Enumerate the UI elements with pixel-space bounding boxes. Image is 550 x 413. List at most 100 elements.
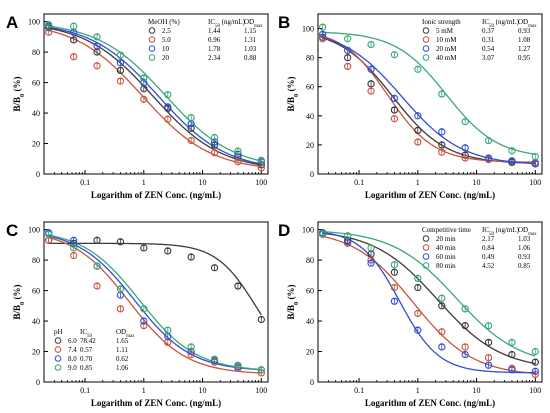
legend-ic50-value: 78.42 bbox=[80, 337, 96, 345]
y-axis-label: B/B0 (%) bbox=[286, 285, 300, 320]
data-point bbox=[164, 91, 172, 99]
fit-curve-1 bbox=[322, 235, 536, 375]
legend-odmax-value: 0.88 bbox=[244, 54, 257, 62]
legend-marker bbox=[54, 346, 62, 353]
y-tick-label: 40 bbox=[306, 317, 314, 326]
legend-series-label: 9.0 bbox=[68, 364, 77, 372]
data-point bbox=[344, 46, 352, 55]
legend-odmax-value: 1.03 bbox=[518, 235, 531, 243]
legend-ic50-value: 0.37 bbox=[482, 27, 495, 35]
data-point bbox=[93, 33, 101, 41]
plot-frame bbox=[43, 221, 269, 383]
y-tick-label: 20 bbox=[306, 141, 314, 150]
legend-ic50-value: 0.96 bbox=[208, 36, 221, 44]
data-point bbox=[461, 321, 469, 330]
legend-series-label: 40 min bbox=[436, 244, 456, 252]
data-point bbox=[461, 154, 469, 162]
plot-frame bbox=[317, 13, 543, 175]
data-point bbox=[367, 40, 375, 49]
data-point bbox=[140, 95, 148, 103]
data-point bbox=[367, 65, 375, 73]
data-point bbox=[484, 321, 493, 330]
data-point bbox=[70, 251, 78, 260]
fit-curve-3 bbox=[48, 234, 262, 371]
legend-series-label: 80 min bbox=[436, 262, 456, 270]
legend-odmax-value: 1.11 bbox=[116, 346, 128, 354]
legend-odmax-value: 0.95 bbox=[518, 54, 531, 62]
legend-marker bbox=[422, 27, 430, 34]
data-point bbox=[140, 244, 148, 252]
fit-curve-2 bbox=[48, 26, 262, 165]
data-point bbox=[116, 305, 125, 313]
legend-marker bbox=[148, 27, 156, 34]
x-tick-label: 0.1 bbox=[80, 178, 90, 187]
panel-c: C 0 20 40 60 80 100 0.1 1 10 100 Logarithm of ZEN C… bbox=[6, 221, 269, 408]
data-point bbox=[438, 294, 446, 302]
data-point bbox=[531, 367, 539, 375]
legend-series-label: 40 mM bbox=[436, 54, 457, 62]
data-point bbox=[461, 350, 469, 359]
plot-frame bbox=[317, 221, 543, 383]
y-tick-label: 100 bbox=[28, 18, 40, 27]
data-point bbox=[319, 23, 327, 31]
legend-header: ODmax bbox=[116, 328, 135, 339]
data-point bbox=[234, 361, 242, 369]
data-point bbox=[414, 274, 422, 283]
legend-odmax-value: 0.93 bbox=[518, 253, 531, 261]
data-point bbox=[438, 90, 446, 98]
y-tick-label: 80 bbox=[32, 48, 40, 57]
data-point bbox=[187, 253, 195, 261]
x-tick-label: 10 bbox=[473, 178, 481, 187]
legend-series-label: 20 mM bbox=[436, 45, 457, 53]
x-tick-label: 1 bbox=[142, 178, 146, 187]
data-point bbox=[438, 328, 446, 336]
panel-a: A 0 20 40 60 80 100 0.1 1 10 100 Logarithm of ZEN C… bbox=[6, 13, 269, 200]
data-point bbox=[438, 302, 446, 310]
legend-marker bbox=[422, 262, 430, 269]
legend-ic50-value: 2.17 bbox=[482, 235, 495, 243]
y-axis-label: B/B0 (%) bbox=[286, 77, 300, 112]
data-point bbox=[187, 113, 195, 122]
data-point bbox=[531, 358, 539, 366]
data-point bbox=[187, 136, 195, 145]
data-point bbox=[508, 338, 516, 347]
x-tick-label: 1 bbox=[416, 178, 420, 187]
legend-odmax-value: 1.06 bbox=[518, 244, 531, 252]
data-point bbox=[414, 309, 422, 318]
x-tick-label: 1 bbox=[142, 386, 146, 395]
data-point bbox=[531, 347, 539, 356]
data-point bbox=[367, 87, 375, 95]
legend-header: IC50 (ng/mL) bbox=[208, 18, 246, 29]
legend-marker bbox=[422, 36, 430, 43]
fit-curve-2 bbox=[322, 36, 536, 165]
data-point bbox=[187, 343, 195, 351]
x-tick-label: 0.1 bbox=[354, 386, 364, 395]
data-point bbox=[367, 244, 375, 252]
legend-header: Competitive time bbox=[422, 226, 471, 234]
data-point bbox=[461, 343, 469, 351]
legend-header: IC50 (ng/mL) bbox=[482, 18, 520, 29]
legend-series-label: 5.0 bbox=[162, 36, 171, 44]
legend-series-label: 2.5 bbox=[162, 27, 171, 35]
data-point bbox=[70, 36, 78, 44]
panel-letter: C bbox=[6, 221, 18, 240]
legend-ic50-value: 0.84 bbox=[482, 244, 495, 252]
legend-ic50-value: 2.34 bbox=[208, 54, 221, 62]
x-axis-label: Logarithm of ZEN Conc. (ng/mL) bbox=[91, 398, 221, 408]
x-tick-label: 10 bbox=[473, 386, 481, 395]
y-axis-label: B/B0 (%) bbox=[12, 285, 26, 320]
data-point bbox=[140, 74, 148, 82]
legend-marker bbox=[422, 45, 430, 52]
y-tick-label: 20 bbox=[306, 348, 314, 357]
x-tick-label: 1 bbox=[416, 386, 420, 395]
data-point bbox=[344, 232, 352, 240]
y-tick-label: 20 bbox=[32, 348, 40, 357]
x-axis-label: Logarithm of ZEN Conc. (ng/mL) bbox=[365, 190, 495, 200]
data-point bbox=[93, 282, 101, 290]
y-tick-label: 80 bbox=[32, 256, 40, 265]
legend-ic50-value: 0.49 bbox=[482, 253, 495, 261]
data-point bbox=[210, 264, 219, 272]
fit-curve-1 bbox=[322, 35, 536, 163]
legend-marker bbox=[54, 337, 62, 344]
